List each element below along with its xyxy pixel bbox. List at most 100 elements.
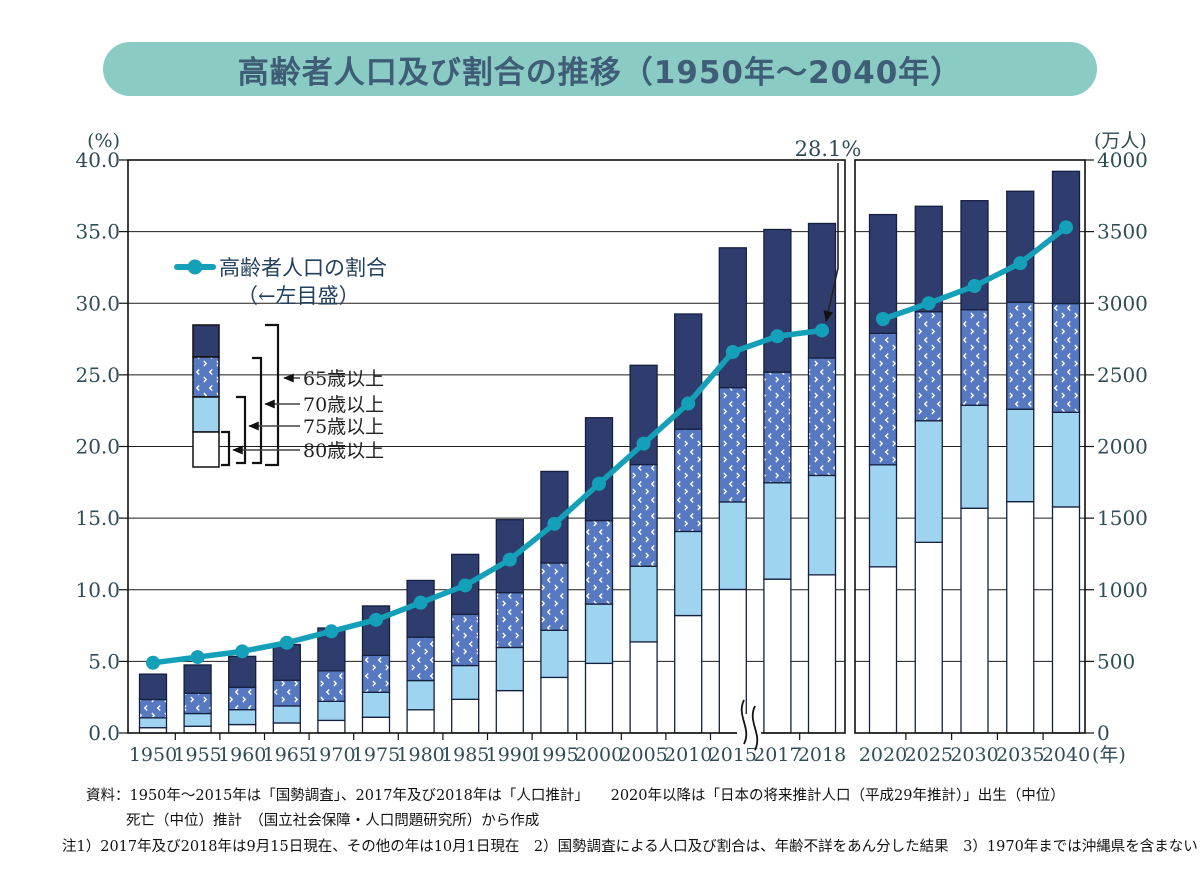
bar-2018 xyxy=(807,222,837,734)
x-label-1960: 1960 xyxy=(218,744,266,766)
legend-bracket-70歳以上 xyxy=(252,356,263,465)
bar-segment-lightblue xyxy=(183,712,212,727)
bar-1970 xyxy=(317,627,346,734)
left-panel: 1950195519601965197019751980198519901995… xyxy=(127,159,846,766)
ratio-point-1995 xyxy=(547,516,562,531)
bar-segment-lightblue xyxy=(868,464,898,568)
right-axis-tick-label: 2500 xyxy=(1097,363,1148,387)
bar-segment-lightblue xyxy=(540,629,569,679)
bar-segment-white xyxy=(1051,506,1081,734)
bar-segment-white xyxy=(451,698,480,734)
bar-segment-pattern xyxy=(228,686,257,711)
right-axis-tick-label: 4000 xyxy=(1097,148,1148,172)
legend-bracket-65歳以上 xyxy=(265,323,280,467)
bar-segment-white xyxy=(183,725,212,734)
bar-segment-pattern xyxy=(1006,301,1035,410)
bar-segment-pattern xyxy=(960,309,989,406)
bar-segment-pattern xyxy=(317,670,346,702)
bar-segment-lightblue xyxy=(807,474,837,576)
source-notes: 資料：1950年～2015年は「国勢調査」、2017年及び2018年は「人口推計… xyxy=(62,784,1198,860)
ratio-point-2005 xyxy=(636,436,651,451)
ratio-point-2020 xyxy=(876,312,890,327)
legend-line-label: 高齢者人口の割合 xyxy=(219,256,387,280)
bar-segment-lightblue xyxy=(272,705,301,724)
legend-age-label: 65歳以上 xyxy=(303,368,384,390)
right-axis-tick-label: 3500 xyxy=(1097,220,1148,244)
bar-2017 xyxy=(763,228,792,734)
title-banner: 高齢者人口及び割合の推移（1950年～2040年） xyxy=(103,42,1097,96)
annotation-arrow xyxy=(823,163,839,323)
x-axis-unit: (年) xyxy=(1092,744,1126,766)
bar-2025 xyxy=(914,205,943,734)
right-axis: 0 500 1000 1500 2000 2500 3000 3500 4000(万人) (年) xyxy=(1085,130,1148,766)
legend-bracket-80歳以上 xyxy=(221,430,231,467)
x-label-2040: 2040 xyxy=(1042,744,1090,766)
left-axis-tick-label: 40.0 xyxy=(75,148,120,172)
note-source-line1: 資料：1950年～2015年は「国勢調査」、2017年及び2018年は「人口推計… xyxy=(86,788,1065,804)
ratio-point-2035 xyxy=(1013,256,1028,271)
bar-1955 xyxy=(183,664,212,734)
bar-segment-white xyxy=(272,722,301,734)
bar-segment-lightblue xyxy=(361,691,391,718)
legend-line-marker xyxy=(187,259,203,275)
bar-segment-lightblue xyxy=(629,565,658,643)
bar-segment-navy xyxy=(138,673,168,701)
bar-segment-pattern xyxy=(451,613,480,667)
left-axis-unit: (%) xyxy=(87,130,120,152)
legend-bar-segment-lightblue xyxy=(192,396,220,433)
bar-1965 xyxy=(272,643,301,734)
x-label-1970: 1970 xyxy=(307,744,355,766)
bar-segment-lightblue xyxy=(317,700,346,722)
left-panel-ratio-line xyxy=(146,323,829,670)
bar-2015 xyxy=(718,247,747,734)
ratio-point-2000 xyxy=(592,476,606,491)
axis-break-mark xyxy=(737,699,761,751)
bar-segment-pattern xyxy=(807,357,837,477)
bar-segment-lightblue xyxy=(584,603,614,665)
right-axis-tick-label: 0 xyxy=(1097,721,1110,745)
bar-segment-navy xyxy=(272,643,301,681)
ratio-point-2040 xyxy=(1059,220,1073,235)
legend-line-note: （←左目盛） xyxy=(237,284,360,308)
ratio-point-1965 xyxy=(279,635,294,650)
right-axis-tick-label: 2000 xyxy=(1097,435,1148,459)
bar-segment-lightblue xyxy=(763,482,792,580)
bar-segment-white xyxy=(914,541,943,734)
bar-segment-navy xyxy=(763,228,792,373)
bar-segment-pattern xyxy=(763,371,792,484)
bar-segment-lightblue xyxy=(718,501,747,591)
x-label-1990: 1990 xyxy=(486,744,534,766)
ratio-point-2015 xyxy=(725,344,740,359)
legend-age-label: 70歳以上 xyxy=(303,394,384,416)
bar-segment-lightblue xyxy=(451,664,480,700)
x-label-2035: 2035 xyxy=(996,744,1044,766)
bar-segment-lightblue xyxy=(914,420,943,543)
x-label-2025: 2025 xyxy=(905,744,953,766)
left-axis-tick-label: 5.0 xyxy=(88,649,120,673)
bar-segment-white xyxy=(228,723,257,734)
right-panel-ratio-line xyxy=(876,220,1073,327)
x-label-2030: 2030 xyxy=(950,744,998,766)
note-remarks-line: 注1）2017年及び2018年は9月15日現在、その他の年は10月1日現在 2）… xyxy=(62,838,1198,855)
x-label-1950: 1950 xyxy=(129,744,177,766)
bar-segment-pattern xyxy=(914,311,943,422)
bar-segment-pattern xyxy=(674,428,703,533)
bar-segment-white xyxy=(674,614,703,734)
bar-1960 xyxy=(228,655,257,734)
bar-segment-navy xyxy=(1006,190,1035,303)
right-axis-tick-label: 3000 xyxy=(1097,291,1148,315)
bar-segment-pattern xyxy=(361,654,391,693)
bar-segment-white xyxy=(960,507,989,734)
bar-segment-white xyxy=(361,716,391,734)
x-label-1975: 1975 xyxy=(352,744,400,766)
ratio-point-2018 xyxy=(815,323,829,338)
bar-segment-pattern xyxy=(629,463,658,567)
bar-segment-white xyxy=(763,578,792,734)
x-label-2018: 2018 xyxy=(798,744,846,766)
bar-segment-navy xyxy=(183,664,212,694)
bar-2040 xyxy=(1051,170,1081,734)
